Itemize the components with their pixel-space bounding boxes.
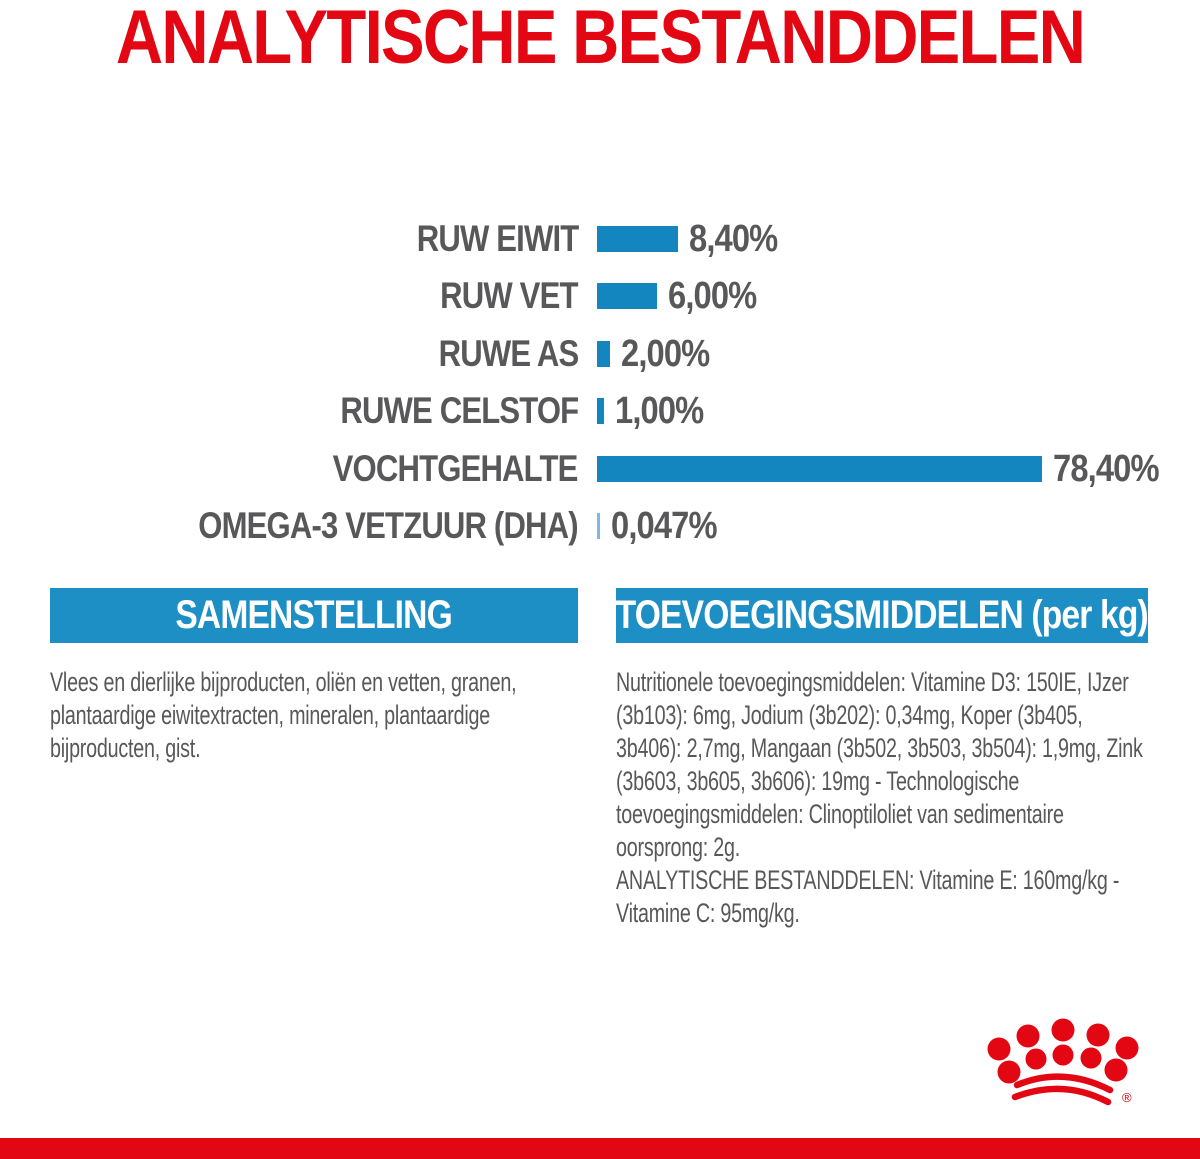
chart-category-label: RUWE AS: [438, 333, 579, 374]
chart-category-label: RUW EIWIT: [416, 218, 578, 259]
chart-category-label: RUW VET: [440, 275, 579, 316]
chart-category-label: RUWE CELSTOF: [340, 390, 579, 431]
chart-value-label: 6,00%: [668, 274, 757, 317]
analytical-constituents-bar-chart: RUW EIWIT 8,40% RUW VET 6,00% RUWE AS 2,00% RU…: [0, 218, 1200, 547]
chart-value-label: 1,00%: [615, 389, 704, 432]
section-header-samenstelling-label: SAMENSTELLING: [175, 593, 453, 637]
chart-row-1: RUW VET 6,00%: [0, 275, 1200, 317]
bottom-red-band: [0, 1138, 1200, 1159]
chart-bar: [597, 341, 610, 367]
chart-bar: [597, 456, 1042, 482]
chart-row-0: RUW EIWIT 8,40%: [0, 218, 1200, 260]
chart-bar: [597, 398, 604, 424]
chart-bar: [597, 283, 657, 309]
chart-row-2: RUWE AS 2,00%: [0, 333, 1200, 375]
registered-trademark-symbol: ®: [1122, 1090, 1132, 1105]
chart-row-5: OMEGA-3 VETZUUR (DHA) 0,047%: [0, 505, 1200, 547]
chart-bar: [597, 226, 678, 252]
samenstelling-body: Vlees en dierlijke bijproducten, oliën e…: [50, 666, 579, 765]
chart-row-4: VOCHTGEHALTE 78,40%: [0, 448, 1200, 490]
chart-value-label: 8,40%: [689, 217, 778, 260]
toevoegingsmiddelen-body: Nutritionele toevoegingsmiddelen: Vitami…: [616, 666, 1149, 930]
toevoegingsmiddelen-text-analytical: ANALYTISCHE BESTANDDELEN: Vitamine E: 16…: [616, 865, 1120, 928]
section-header-toevoegingsmiddelen-label: TOEVOEGINGSMIDDELEN (per kg): [615, 593, 1149, 637]
samenstelling-text: Vlees en dierlijke bijproducten, oliën e…: [50, 667, 517, 763]
chart-value-label: 78,40%: [1053, 447, 1160, 490]
section-header-toevoegingsmiddelen: TOEVOEGINGSMIDDELEN (per kg): [615, 588, 1149, 643]
royal-canin-crown-logo-icon: ®: [987, 1018, 1139, 1106]
chart-value-label: 2,00%: [621, 332, 710, 375]
chart-bar: [597, 513, 600, 539]
section-header-samenstelling: SAMENSTELLING: [50, 588, 578, 643]
chart-row-3: RUWE CELSTOF 1,00%: [0, 390, 1200, 432]
chart-category-label: VOCHTGEHALTE: [333, 448, 579, 489]
toevoegingsmiddelen-text-additives: Nutritionele toevoegingsmiddelen: Vitami…: [616, 667, 1143, 862]
chart-category-label: OMEGA-3 VETZUUR (DHA): [198, 505, 579, 546]
chart-value-label: 0,047%: [611, 504, 718, 547]
page-title: ANALYTISCHE BESTANDDELEN: [115, 0, 1086, 80]
